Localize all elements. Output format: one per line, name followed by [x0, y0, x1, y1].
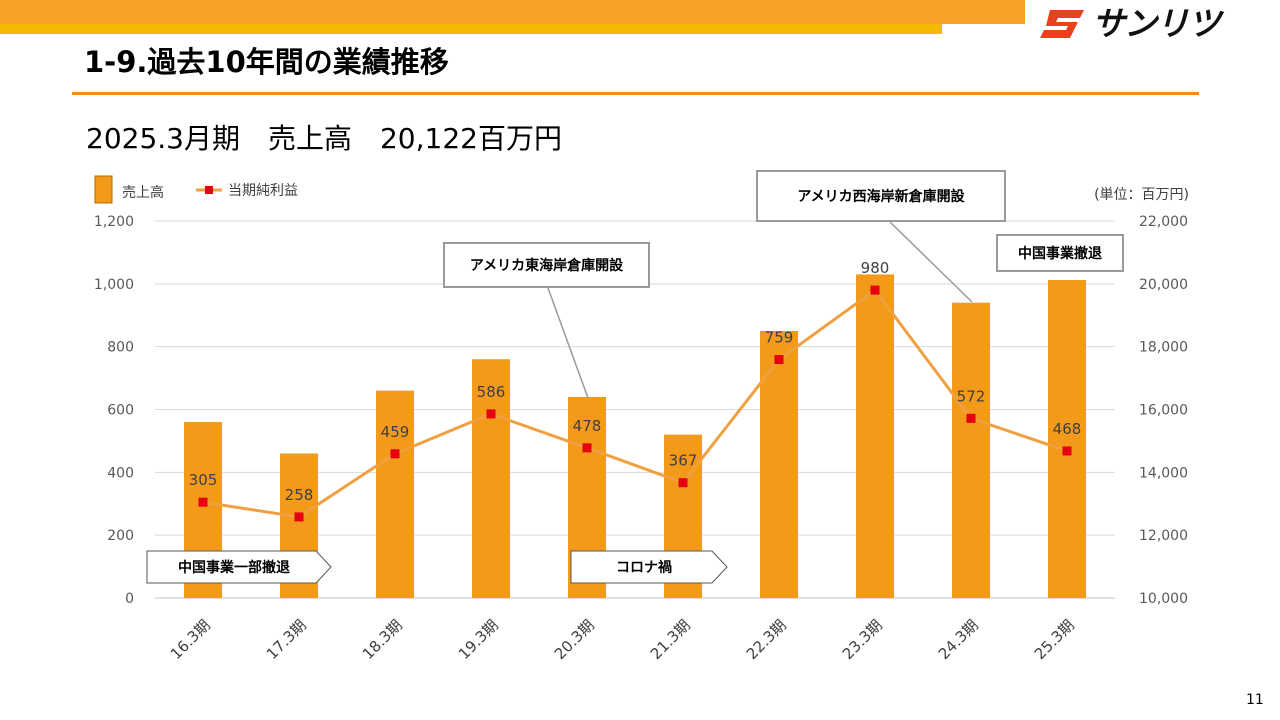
revenue-bar [376, 390, 414, 598]
header-accent-bar-secondary [0, 24, 942, 34]
net-income-marker [966, 413, 976, 423]
left-axis-tick-label: 600 [107, 403, 134, 419]
callout-china-exit: 中国事業撤退 [996, 234, 1124, 272]
right-axis-tick-label: 18,000 [1139, 340, 1188, 356]
leader-line-west-coast [889, 221, 973, 303]
net-income-data-label: 459 [381, 423, 410, 441]
arrow-label: コロナ禍 [616, 560, 672, 576]
net-income-data-label: 759 [765, 329, 794, 347]
page-subtitle: 2025.3月期 売上高 20,122百万円 [86, 122, 562, 155]
category-tick-label: 19.3期 [455, 616, 502, 663]
left-axis-tick-label: 200 [107, 528, 134, 544]
data-labels: 305 258 459 586 478 367 759 980 572 468 [189, 259, 1082, 504]
right-axis-tick-label: 20,000 [1139, 277, 1188, 293]
right-axis-tick-label: 12,000 [1139, 528, 1188, 544]
category-tick-label: 23.3期 [839, 616, 886, 663]
callout-west-coast-warehouse: アメリカ西海岸新倉庫開設 [756, 170, 1006, 222]
net-income-marker [198, 497, 208, 507]
category-tick-label: 18.3期 [359, 616, 406, 663]
net-income-marker [774, 355, 784, 365]
arrow-china-partial-exit: 中国事業一部撤退 [146, 550, 332, 584]
page-number: 11 [1246, 692, 1264, 708]
category-tick-label: 17.3期 [263, 616, 310, 663]
revenue-bar [472, 359, 510, 598]
revenue-bar [760, 330, 798, 598]
arrow-covid: コロナ禍 [570, 550, 728, 584]
left-axis-tick-label: 1,000 [94, 277, 134, 293]
net-income-marker [870, 285, 880, 295]
net-income-line [198, 285, 1072, 522]
chart-legend: 売上高 当期純利益 [94, 175, 298, 204]
leader-line-east-coast [547, 287, 589, 399]
right-axis-tick-label: 22,000 [1139, 214, 1188, 230]
revenue-bar [952, 302, 990, 598]
net-income-polyline [202, 288, 1068, 519]
logo-text: サンリツ [1092, 4, 1221, 43]
net-income-data-label: 572 [957, 387, 986, 405]
callout-leader-lines [547, 221, 973, 399]
header-accent-bar [0, 0, 1025, 24]
callout-east-coast-warehouse: アメリカ東海岸倉庫開設 [443, 242, 650, 288]
net-income-data-label: 258 [285, 486, 314, 504]
arrow-shape [570, 550, 728, 584]
arrow-shape [146, 550, 332, 584]
revenue-bar [1048, 280, 1086, 598]
company-logo: サンリツ [1040, 4, 1270, 44]
category-tick-label: 24.3期 [935, 616, 982, 663]
arrow-label: 中国事業一部撤退 [178, 560, 290, 576]
net-income-data-label: 367 [669, 452, 698, 470]
net-income-marker [1062, 446, 1072, 456]
legend-bar-swatch [94, 175, 113, 204]
left-axis-tick-label: 400 [107, 465, 134, 481]
net-income-data-label: 478 [573, 417, 602, 435]
net-income-data-label: 468 [1053, 420, 1082, 438]
left-axis-tick-label: 0 [125, 591, 134, 607]
revenue-bars [184, 274, 1086, 598]
category-tick-label: 20.3期 [551, 616, 598, 663]
left-axis-tick-label: 1,200 [94, 214, 134, 230]
legend-line-label: 当期純利益 [228, 183, 298, 199]
net-income-data-label: 980 [861, 259, 890, 277]
net-income-data-label: 586 [477, 383, 506, 401]
category-tick-label: 22.3期 [743, 616, 790, 663]
category-tick-label: 25.3期 [1031, 616, 1078, 663]
net-income-marker [390, 449, 400, 459]
right-axis-tick-label: 16,000 [1139, 403, 1188, 419]
revenue-bar [856, 274, 894, 598]
net-income-marker [486, 409, 496, 419]
right-axis-tick-label: 14,000 [1139, 465, 1188, 481]
right-axis-tick-label: 10,000 [1139, 591, 1188, 607]
net-income-data-label: 305 [189, 471, 218, 489]
logo-mark-icon [1040, 10, 1084, 38]
category-tick-label: 16.3期 [167, 616, 214, 663]
net-income-marker [678, 478, 688, 488]
title-underline [72, 92, 1199, 95]
category-tick-label: 21.3期 [647, 616, 694, 663]
left-axis-tick-label: 800 [107, 340, 134, 356]
legend-line-marker [205, 186, 213, 194]
net-income-marker [582, 443, 592, 453]
net-income-marker [294, 512, 304, 522]
legend-bar-label: 売上高 [122, 184, 164, 201]
page-title: 1-9.過去10年間の業績推移 [84, 45, 449, 79]
unit-label: (単位：百万円) [1094, 187, 1189, 203]
